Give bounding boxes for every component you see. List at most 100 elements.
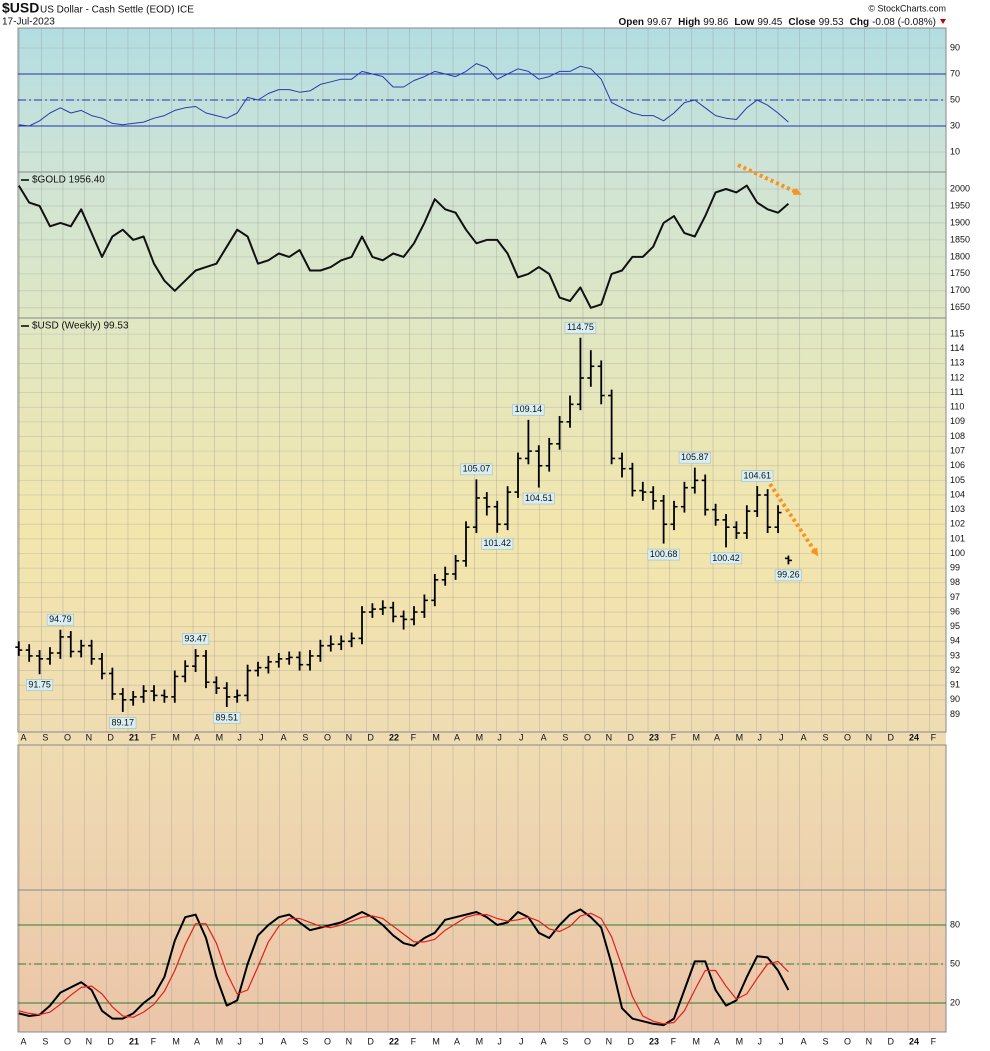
y-tick-label: 1950 xyxy=(950,200,970,210)
x-tick-label: O xyxy=(584,732,591,742)
x-tick-label: M xyxy=(216,732,224,742)
x-tick-label: D xyxy=(887,1036,894,1046)
y-tick-label: 109 xyxy=(950,416,965,426)
x-tick-label: 23 xyxy=(649,732,659,742)
x-tick-label: A xyxy=(541,732,547,742)
quote-label: Low xyxy=(734,17,754,28)
instrument-name: US Dollar - Cash Settle (EOD) ICE xyxy=(40,5,194,16)
y-tick-label: 93 xyxy=(950,650,960,660)
x-tick-label: D xyxy=(367,732,374,742)
x-tick-label: M xyxy=(432,1036,440,1046)
x-tick-label: J xyxy=(519,732,524,742)
y-tick-label: 80 xyxy=(950,919,960,929)
annotation-box xyxy=(741,470,774,482)
legend-label: $USD (Weekly) 99.53 xyxy=(32,321,129,332)
trend-arrow xyxy=(768,482,819,557)
x-tick-label: F xyxy=(151,732,157,742)
x-tick-label: F xyxy=(411,1036,417,1046)
annotation-box xyxy=(709,552,743,565)
series-line xyxy=(18,908,790,1027)
x-tick-label: A xyxy=(801,732,807,742)
x-tick-label: M xyxy=(692,1036,700,1046)
x-tick-label: 21 xyxy=(129,1036,139,1046)
x-tick-label: D xyxy=(627,732,634,742)
x-tick-label: A xyxy=(454,732,460,742)
y-tick-label: 112 xyxy=(950,372,964,382)
y-tick-label: 114 xyxy=(950,343,964,353)
symbol: $USD xyxy=(2,0,39,16)
y-tick-label: 96 xyxy=(950,606,960,616)
annotation-box xyxy=(564,321,597,334)
x-tick-label: J xyxy=(779,1036,784,1046)
y-tick-label: 1750 xyxy=(950,268,970,278)
y-tick-label: 50 xyxy=(950,94,960,104)
x-tick-label: M xyxy=(692,732,700,742)
x-tick-label: S xyxy=(822,1036,828,1046)
panel-frame xyxy=(17,744,947,1033)
quote-value: 99.53 xyxy=(819,17,844,28)
annotation-label: 101.42 xyxy=(483,538,511,548)
y-tick-label: 90 xyxy=(950,42,960,52)
annotation-box xyxy=(213,712,241,724)
annotation-label: 109.14 xyxy=(515,404,543,414)
annotation-label: 89.17 xyxy=(112,717,135,727)
annotation-label: 100.42 xyxy=(712,553,740,563)
y-tick-label: 98 xyxy=(950,577,960,587)
x-tick-label: M xyxy=(432,732,440,742)
x-tick-label: O xyxy=(64,732,71,742)
x-tick-label: J xyxy=(779,732,784,742)
x-tick-label: S xyxy=(302,732,308,742)
annotation-box xyxy=(109,717,137,729)
x-tick-label: A xyxy=(194,1036,200,1046)
date: 17-Jul-2023 xyxy=(2,17,55,28)
y-tick-label: 108 xyxy=(950,431,965,441)
x-tick-label: M xyxy=(476,732,484,742)
annotation-box xyxy=(522,492,555,505)
x-tick-label: 24 xyxy=(909,732,919,742)
x-tick-label: J xyxy=(519,1036,524,1046)
annotation-label: 105.07 xyxy=(463,464,491,474)
series-line xyxy=(17,184,790,309)
y-tick-label: 1650 xyxy=(950,302,970,312)
trend-arrow xyxy=(737,163,802,195)
x-tick-label: O xyxy=(584,1036,591,1046)
x-tick-label: A xyxy=(21,1036,27,1046)
y-tick-label: 1800 xyxy=(950,251,970,261)
x-tick-label: D xyxy=(107,1036,114,1046)
x-tick-label: J xyxy=(757,732,762,742)
x-tick-label: D xyxy=(627,1036,634,1046)
x-tick-label: A xyxy=(801,1036,807,1046)
x-tick-label: 24 xyxy=(909,1036,919,1046)
x-tick-label: J xyxy=(757,1036,762,1046)
annotation-box xyxy=(512,404,545,416)
x-tick-label: J xyxy=(237,732,242,742)
annotation-label: 99.26 xyxy=(777,570,800,580)
y-tick-label: 115 xyxy=(950,328,964,338)
y-tick-label: 105 xyxy=(950,475,965,485)
annotation-box xyxy=(678,451,711,464)
y-tick-label: 113 xyxy=(950,358,964,368)
annotation-box xyxy=(481,537,514,550)
annotation-label: 94.79 xyxy=(49,614,72,624)
x-tick-label: S xyxy=(562,1036,568,1046)
x-tick-label: F xyxy=(151,1036,157,1046)
x-tick-label: N xyxy=(86,732,93,742)
x-tick-label: N xyxy=(346,1036,353,1046)
y-tick-label: 107 xyxy=(950,445,965,455)
x-tick-label: J xyxy=(259,732,264,742)
x-tick-label: A xyxy=(281,1036,287,1046)
quote: Open 99.67 High 99.86 Low 99.45 Close 99.53 Chg -… xyxy=(618,17,936,28)
x-tick-label: M xyxy=(736,732,744,742)
x-tick-label: N xyxy=(346,732,353,742)
x-tick-label: O xyxy=(324,732,331,742)
panel-frame xyxy=(17,317,947,733)
y-tick-label: 70 xyxy=(950,68,960,78)
quote-label: High xyxy=(678,17,700,28)
y-tick-label: 101 xyxy=(950,533,965,543)
annotation-box xyxy=(647,548,680,561)
x-tick-label: F xyxy=(931,1036,937,1046)
x-tick-label: D xyxy=(107,732,114,742)
x-tick-label: M xyxy=(736,1036,744,1046)
x-tick-label: J xyxy=(497,732,502,742)
